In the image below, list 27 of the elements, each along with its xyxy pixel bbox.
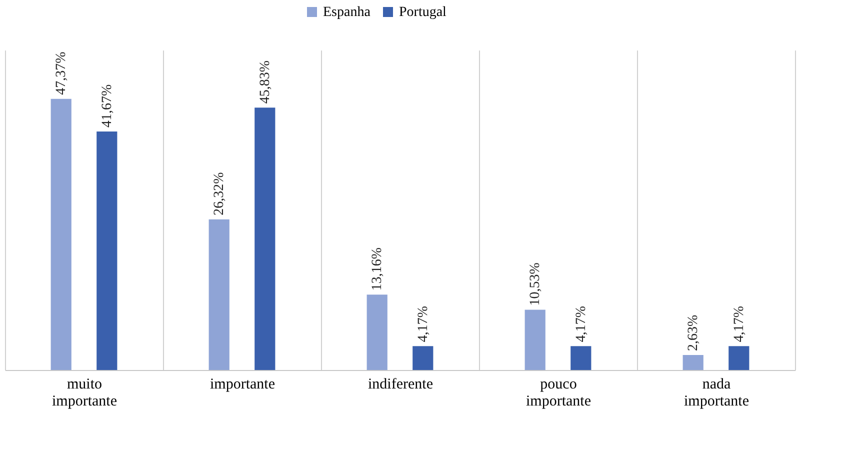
bar [524,310,546,370]
x-tick-label: pouco importante [526,376,592,410]
bar [728,346,750,370]
x-tick-label: indiferente [368,376,434,392]
data-label: 10,53% [528,262,544,306]
data-label: 41,67% [100,84,115,128]
bar [366,294,388,370]
bar [570,346,592,370]
data-label: 26,32% [212,172,228,216]
legend-label: Portugal [399,5,447,20]
x-tick-label: nada importante [684,376,750,410]
legend-label: Espanha [323,5,372,20]
bar [254,108,276,370]
data-label: 45,83% [258,60,273,104]
bar [96,131,118,370]
data-label: 13,16% [370,247,386,291]
bar [50,98,72,370]
x-tick-label: importante [210,376,276,392]
bar [412,346,434,370]
x-tick-label: muito importante [52,376,118,410]
bar [682,354,704,370]
data-label: 47,37% [54,51,70,95]
data-label: 4,17% [416,306,431,342]
data-label: 2,63% [686,314,702,351]
data-label: 4,17% [732,306,747,342]
bar [208,219,230,370]
data-label: 4,17% [574,306,589,342]
